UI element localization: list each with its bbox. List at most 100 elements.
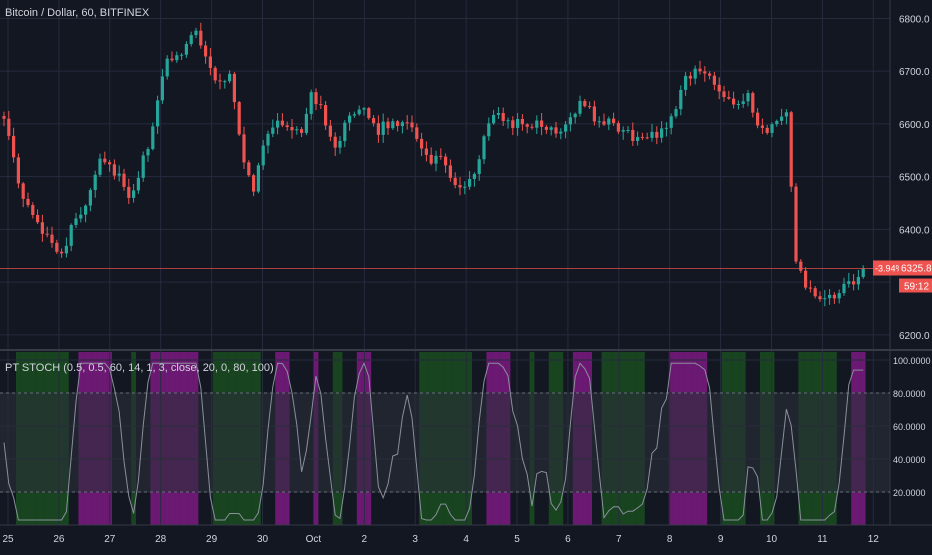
- candle-body: [842, 283, 846, 294]
- last-price-badge: [899, 260, 932, 276]
- candle-body: [852, 281, 856, 285]
- countdown-label: 59:12: [904, 281, 929, 292]
- candle-body: [496, 113, 500, 115]
- candle-body: [703, 71, 707, 74]
- candle-body: [530, 126, 534, 128]
- stoch-line: [3, 361, 864, 521]
- candle-body: [804, 270, 808, 288]
- candle-body: [736, 104, 740, 106]
- stoch-line-group: [3, 361, 864, 521]
- candle-body: [640, 136, 644, 138]
- stoch-band: [0, 392, 890, 493]
- candle-body: [280, 120, 284, 126]
- time-tick-label: 30: [257, 534, 269, 545]
- time-tick-label: 12: [868, 534, 880, 545]
- candle-body: [64, 245, 68, 254]
- candle-body: [434, 155, 438, 164]
- candle-body: [112, 164, 116, 176]
- candle-body: [324, 105, 328, 126]
- candle-body: [343, 122, 347, 141]
- stoch-band-fill: [0, 393, 890, 492]
- indicator-legend[interactable]: PT STOCH (0.5, 0.5, 60, 14, 1, 3, close,…: [5, 362, 274, 374]
- indicator-tick-label: 80.0000: [893, 389, 926, 399]
- candle-body: [175, 55, 179, 61]
- candle-body: [780, 116, 784, 121]
- time-axis[interactable]: 25 26 27 28 29 30 Oct 2 3 4 5 6 7 8 9 10 11 12: [0, 524, 932, 545]
- candle-body: [794, 186, 798, 262]
- candle-body: [348, 115, 352, 123]
- candle-body: [789, 112, 793, 187]
- candle-body: [357, 109, 361, 115]
- candle-body: [165, 58, 169, 77]
- candle-body: [194, 30, 198, 36]
- candle-body: [16, 157, 20, 184]
- candle-body: [266, 133, 270, 146]
- change-badge: [873, 260, 899, 276]
- candle-body: [189, 35, 193, 45]
- candle-body: [444, 156, 448, 166]
- candle-body: [367, 108, 371, 119]
- candle-body: [396, 121, 400, 127]
- candle-body: [808, 287, 812, 289]
- time-tick-label: 11: [817, 534, 828, 545]
- candle-body: [98, 158, 102, 175]
- candle-body: [554, 127, 558, 134]
- candle-body: [511, 120, 515, 128]
- candle-body: [799, 261, 803, 271]
- candle-body: [247, 162, 251, 176]
- time-tick-label: 5: [514, 534, 520, 545]
- candle-body: [372, 118, 376, 124]
- candle-body: [400, 122, 404, 127]
- change-label: -3.94%: [875, 263, 904, 273]
- candle-body: [338, 140, 342, 148]
- candle-body: [213, 67, 217, 81]
- candle-body: [828, 294, 832, 299]
- candle-body: [295, 129, 299, 131]
- candle-body: [458, 185, 462, 188]
- candle-body: [7, 118, 11, 136]
- time-tick-label: 8: [667, 534, 673, 545]
- candle-body: [237, 102, 241, 135]
- candle-body: [775, 120, 779, 125]
- candle-body: [655, 131, 659, 138]
- candle-body: [765, 127, 769, 133]
- candle-body: [636, 136, 640, 142]
- candle-body: [712, 75, 716, 85]
- candle-body: [74, 218, 78, 225]
- candle-body: [199, 30, 203, 46]
- candle-body: [420, 138, 424, 149]
- candle-body: [847, 281, 851, 284]
- symbol-legend[interactable]: Bitcoin / Dollar, 60, BITFINEX: [5, 7, 150, 19]
- candle-body: [660, 128, 664, 138]
- candle-body: [453, 177, 457, 186]
- indicator-axis[interactable]: 100.0000 80.0000 60.0000 40.0000 20.0000: [893, 356, 931, 498]
- candle-body: [285, 125, 289, 128]
- candle-body: [218, 80, 222, 82]
- candle-body: [540, 120, 544, 127]
- candle-body: [429, 154, 433, 164]
- candle-body: [674, 109, 678, 117]
- candle-body: [602, 121, 606, 125]
- candle-body: [818, 296, 822, 300]
- candle-body: [549, 127, 553, 130]
- candle-body: [516, 119, 520, 128]
- candle-body: [463, 186, 467, 188]
- time-tick-label: Oct: [306, 534, 322, 545]
- indicator-tick-label: 20.0000: [893, 488, 926, 498]
- candle-body: [626, 130, 630, 132]
- candle-body: [506, 120, 510, 122]
- candle-body: [204, 45, 208, 57]
- price-tick-label: 6400.0: [899, 225, 930, 236]
- candle-body: [103, 158, 107, 163]
- candle-body: [391, 121, 395, 129]
- candle-body: [117, 173, 121, 176]
- candle-body: [26, 198, 30, 206]
- candle-body: [520, 119, 524, 125]
- price-tick-label: 6500.0: [899, 173, 930, 184]
- candle-body: [242, 134, 246, 163]
- candle-body: [492, 114, 496, 124]
- candle-body: [583, 100, 587, 107]
- candle-body: [122, 173, 126, 187]
